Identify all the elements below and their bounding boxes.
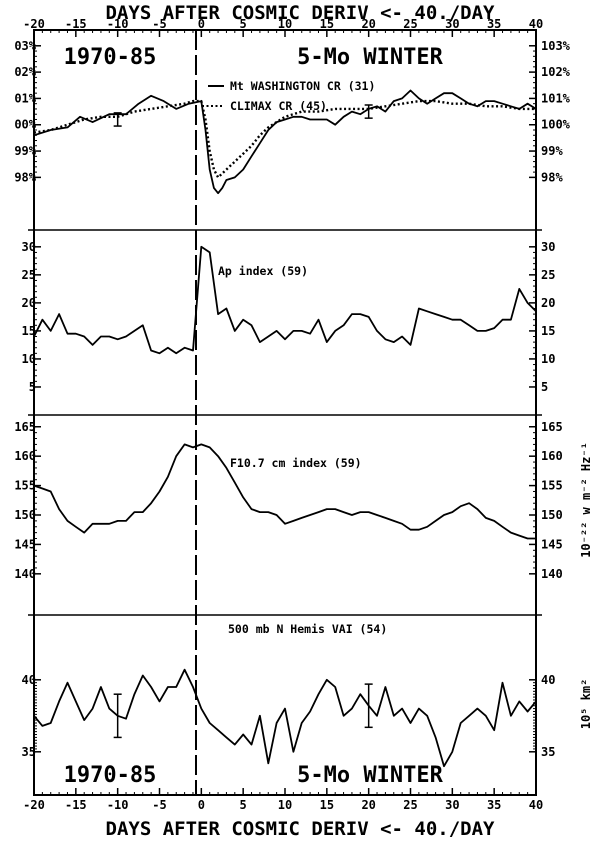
left-y-tick-label: 25 <box>22 268 36 282</box>
top-x-tick-label: -15 <box>65 17 87 31</box>
bottom-x-tick-label: 20 <box>361 798 375 812</box>
top-x-tick-label: 0 <box>198 17 205 31</box>
left-y-tick-label: 140 <box>14 567 36 581</box>
series-line-cosmic-ray-1 <box>33 99 536 179</box>
top-x-tick-label: -10 <box>107 17 129 31</box>
right-y-tick-label: 25 <box>541 268 555 282</box>
bottom-x-tick-label: -20 <box>23 798 45 812</box>
left-y-tick-label: 03% <box>14 39 36 53</box>
legend-entry-mt-washington: Mt WASHINGTON CR (31) <box>230 79 375 93</box>
panel-f10.7: 165 160 155 150 145 140 165 160 155 150 145 140 <box>14 420 562 581</box>
right-y-tick-label: 101% <box>541 91 571 105</box>
right-y-tick-label: 15 <box>541 324 555 338</box>
right-y-tick-label: 155 <box>541 479 563 493</box>
left-y-tick-label: 10 <box>22 352 36 366</box>
bottom-x-tick-label: -5 <box>152 798 166 812</box>
series-line-f10.7-0 <box>33 443 536 540</box>
outer-frame <box>33 29 537 796</box>
plot-frame <box>28 29 542 796</box>
bottom-x-tick-label: 0 <box>198 798 205 812</box>
top-x-tick-label: -20 <box>23 17 45 31</box>
right-y-tick-label: 102% <box>541 65 571 79</box>
left-y-tick-label: 35 <box>22 745 36 759</box>
right-y-tick-label: 150 <box>541 508 563 522</box>
panel-cosmic-ray: 03% 02% 01% 00% 99% 98% 103% 102% 101% 100% 99% 98% <box>14 39 571 195</box>
top-x-tick-label: 35 <box>487 17 501 31</box>
bottom-x-tick-label: 40 <box>529 798 543 812</box>
season-label-top: 5-Mo WINTER <box>297 45 443 70</box>
years-label-top: 1970-85 <box>64 45 157 70</box>
left-y-tick-label: 40 <box>22 673 36 687</box>
right-y-tick-label: 103% <box>541 39 571 53</box>
top-x-tick-label: 20 <box>361 17 375 31</box>
bottom-x-tick-label: -15 <box>65 798 87 812</box>
right-y-tick-label: 165 <box>541 420 563 434</box>
left-y-tick-label: 00% <box>14 118 36 132</box>
left-y-tick-label: 145 <box>14 537 36 551</box>
top-x-tick-label: 10 <box>278 17 292 31</box>
panel-ap-index: 30 25 20 15 10 5 30 25 20 15 10 5 <box>22 240 556 394</box>
left-y-tick-label: 02% <box>14 65 36 79</box>
bottom-x-tick-label: 15 <box>320 798 334 812</box>
left-y-tick-label: 15 <box>22 324 36 338</box>
series-line-vai-0 <box>33 668 537 768</box>
right-y-tick-label: 30 <box>541 240 555 254</box>
bottom-x-tick-label: 10 <box>278 798 292 812</box>
left-y-tick-label: 98% <box>14 170 36 184</box>
left-y-tick-label: 99% <box>14 144 36 158</box>
top-x-tick-label: 30 <box>445 17 459 31</box>
bottom-title: DAYS AFTER COSMIC DERIV <- 40./DAY <box>106 818 495 840</box>
left-y-tick-label: 30 <box>22 240 36 254</box>
right-y-tick-label: 5 <box>541 380 548 394</box>
bottom-x-tick-label: 35 <box>487 798 501 812</box>
panel-vai: 40 35 40 35 <box>22 668 555 768</box>
left-y-tick-label: 155 <box>14 479 36 493</box>
vai-y-axis-unit: 10⁵ km² <box>579 679 593 730</box>
left-y-tick-label: 5 <box>29 380 36 394</box>
right-y-tick-label: 145 <box>541 537 563 551</box>
legend-entry-climax: CLIMAX CR (45) <box>230 99 327 113</box>
left-y-tick-label: 160 <box>14 449 36 463</box>
right-y-tick-label: 10 <box>541 352 555 366</box>
legend: Mt WASHINGTON CR (31) CLIMAX CR (45) <box>202 79 375 113</box>
bottom-x-tick-label: -10 <box>107 798 129 812</box>
top-title: DAYS AFTER COSMIC DERIV <- 40./DAY <box>106 2 495 24</box>
top-x-tick-label: 15 <box>320 17 334 31</box>
left-y-tick-label: 150 <box>14 508 36 522</box>
panels: 03% 02% 01% 00% 99% 98% 103% 102% 101% 100% 99% 98%… <box>14 39 571 768</box>
season-label-bottom: 5-Mo WINTER <box>297 763 443 788</box>
right-y-tick-label: 140 <box>541 567 563 581</box>
right-y-tick-label: 160 <box>541 449 563 463</box>
top-x-tick-label: 5 <box>240 17 247 31</box>
bottom-x-tick-label: 30 <box>445 798 459 812</box>
series-line-ap-index-0 <box>33 245 537 355</box>
f107-y-axis-unit: 10⁻²² w m⁻² Hz⁻¹ <box>579 442 593 558</box>
top-x-tick-label: 25 <box>403 17 417 31</box>
series-line-cosmic-ray-0 <box>33 89 537 195</box>
top-x-tick-label: 40 <box>529 17 543 31</box>
top-x-tick-label: -5 <box>152 17 166 31</box>
right-y-tick-label: 40 <box>541 673 555 687</box>
top-x-tick-labels: -20 -15 -10 -5 0 5 10 15 20 25 30 35 40 <box>23 17 543 31</box>
right-y-tick-label: 35 <box>541 745 555 759</box>
bottom-x-tick-labels: -20 -15 -10 -5 0 5 10 15 20 25 30 35 40 <box>23 798 543 812</box>
years-label-bottom: 1970-85 <box>64 763 157 788</box>
vai-panel-title: 500 mb N Hemis VAI (54) <box>228 622 387 636</box>
left-y-tick-label: 20 <box>22 296 36 310</box>
right-y-tick-label: 20 <box>541 296 555 310</box>
bottom-x-tick-label: 25 <box>403 798 417 812</box>
left-y-tick-label: 01% <box>14 91 36 105</box>
bottom-x-tick-label: 5 <box>240 798 247 812</box>
right-y-tick-label: 99% <box>541 144 563 158</box>
right-y-tick-label: 98% <box>541 170 563 184</box>
ap-panel-title: Ap index (59) <box>218 264 308 278</box>
f107-panel-title: F10.7 cm index (59) <box>230 456 362 470</box>
left-y-tick-label: 165 <box>14 420 36 434</box>
right-y-tick-label: 100% <box>541 118 571 132</box>
